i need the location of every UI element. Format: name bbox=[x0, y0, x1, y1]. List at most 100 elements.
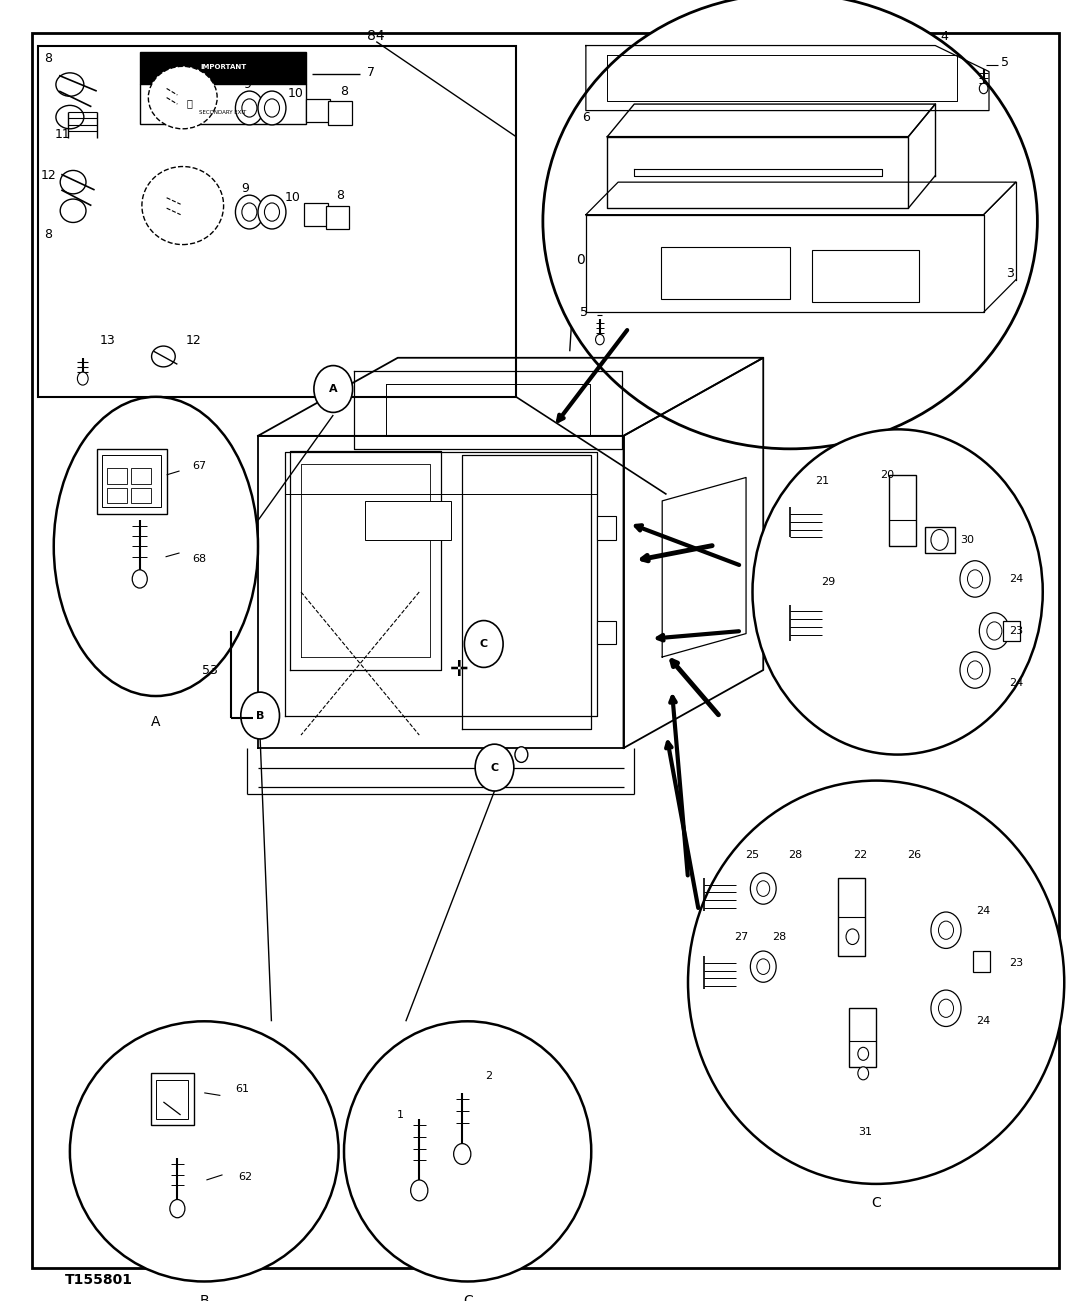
Text: 27: 27 bbox=[734, 932, 749, 942]
Bar bbox=[306, 99, 330, 122]
Circle shape bbox=[77, 372, 88, 385]
Circle shape bbox=[132, 570, 147, 588]
Text: 24: 24 bbox=[976, 1016, 991, 1026]
Bar bbox=[973, 951, 990, 972]
Circle shape bbox=[960, 652, 990, 688]
Text: 28: 28 bbox=[788, 850, 803, 860]
Text: 6: 6 bbox=[582, 111, 590, 124]
Text: 9: 9 bbox=[241, 182, 249, 195]
Text: 13: 13 bbox=[100, 334, 115, 347]
Text: 7: 7 bbox=[367, 65, 375, 78]
Text: 12: 12 bbox=[186, 334, 201, 347]
Circle shape bbox=[931, 912, 961, 948]
Bar bbox=[597, 621, 616, 644]
Text: C: C bbox=[479, 639, 488, 649]
Text: 8: 8 bbox=[335, 189, 344, 202]
Text: 1: 1 bbox=[397, 1110, 403, 1120]
Bar bbox=[924, 527, 955, 553]
Circle shape bbox=[596, 334, 604, 345]
Bar bbox=[108, 468, 127, 484]
Bar bbox=[838, 878, 865, 956]
Text: 68: 68 bbox=[191, 554, 206, 565]
Circle shape bbox=[938, 921, 954, 939]
Circle shape bbox=[757, 881, 770, 896]
Bar bbox=[889, 475, 916, 546]
Bar bbox=[131, 488, 151, 503]
Text: 84: 84 bbox=[368, 30, 385, 43]
Text: 21: 21 bbox=[815, 476, 830, 487]
Bar bbox=[661, 247, 790, 299]
Circle shape bbox=[960, 561, 990, 597]
Circle shape bbox=[264, 203, 280, 221]
Text: 12: 12 bbox=[41, 169, 56, 182]
Circle shape bbox=[241, 692, 280, 739]
Text: 5: 5 bbox=[1001, 56, 1009, 69]
Ellipse shape bbox=[752, 429, 1043, 755]
Circle shape bbox=[242, 203, 257, 221]
Ellipse shape bbox=[688, 781, 1064, 1184]
Text: 10: 10 bbox=[288, 87, 303, 100]
Text: 8: 8 bbox=[340, 85, 348, 98]
Circle shape bbox=[475, 744, 514, 791]
Bar bbox=[849, 1008, 876, 1067]
Text: 2: 2 bbox=[486, 1071, 492, 1081]
Text: 53: 53 bbox=[202, 664, 217, 677]
Ellipse shape bbox=[152, 346, 175, 367]
Ellipse shape bbox=[70, 1021, 339, 1281]
Text: A: A bbox=[152, 716, 160, 729]
Text: ✛: ✛ bbox=[449, 660, 469, 680]
Ellipse shape bbox=[142, 167, 224, 245]
Bar bbox=[597, 516, 616, 540]
Bar bbox=[366, 501, 451, 540]
Text: 🚪: 🚪 bbox=[187, 99, 192, 108]
Bar bbox=[108, 488, 127, 503]
Bar bbox=[140, 52, 306, 85]
Bar bbox=[38, 46, 516, 397]
Circle shape bbox=[235, 91, 263, 125]
Text: 25: 25 bbox=[745, 850, 760, 860]
Bar bbox=[97, 449, 167, 514]
Circle shape bbox=[258, 91, 286, 125]
Text: 62: 62 bbox=[238, 1172, 253, 1183]
Circle shape bbox=[968, 570, 983, 588]
Bar bbox=[1003, 621, 1020, 641]
Text: 22: 22 bbox=[852, 850, 868, 860]
Circle shape bbox=[846, 929, 859, 945]
Ellipse shape bbox=[56, 73, 84, 96]
Text: 20: 20 bbox=[879, 470, 894, 480]
Circle shape bbox=[968, 661, 983, 679]
Circle shape bbox=[858, 1047, 869, 1060]
Text: 31: 31 bbox=[858, 1127, 873, 1137]
Circle shape bbox=[464, 621, 503, 667]
Circle shape bbox=[931, 990, 961, 1026]
Circle shape bbox=[858, 1067, 869, 1080]
Bar bbox=[304, 203, 328, 226]
Bar bbox=[328, 101, 352, 125]
Bar bbox=[131, 468, 151, 484]
Text: 4: 4 bbox=[940, 30, 948, 43]
Text: 10: 10 bbox=[285, 191, 300, 204]
Circle shape bbox=[411, 1180, 428, 1201]
Bar bbox=[156, 1080, 188, 1119]
Text: 30: 30 bbox=[960, 535, 975, 545]
Text: C: C bbox=[462, 1294, 473, 1301]
Ellipse shape bbox=[60, 199, 86, 222]
Circle shape bbox=[242, 99, 257, 117]
Ellipse shape bbox=[56, 105, 84, 129]
Circle shape bbox=[750, 873, 776, 904]
Circle shape bbox=[987, 622, 1002, 640]
Text: C: C bbox=[490, 762, 499, 773]
Circle shape bbox=[235, 195, 263, 229]
Circle shape bbox=[515, 747, 528, 762]
Circle shape bbox=[454, 1144, 471, 1164]
Text: B: B bbox=[256, 710, 264, 721]
Bar bbox=[102, 455, 161, 507]
Text: 23: 23 bbox=[1008, 626, 1023, 636]
Text: 24: 24 bbox=[976, 905, 991, 916]
Text: C: C bbox=[871, 1197, 882, 1210]
Text: 23: 23 bbox=[1008, 958, 1023, 968]
Bar bbox=[140, 83, 306, 124]
Circle shape bbox=[757, 959, 770, 974]
Text: 0: 0 bbox=[576, 254, 585, 267]
Text: 29: 29 bbox=[820, 576, 835, 587]
